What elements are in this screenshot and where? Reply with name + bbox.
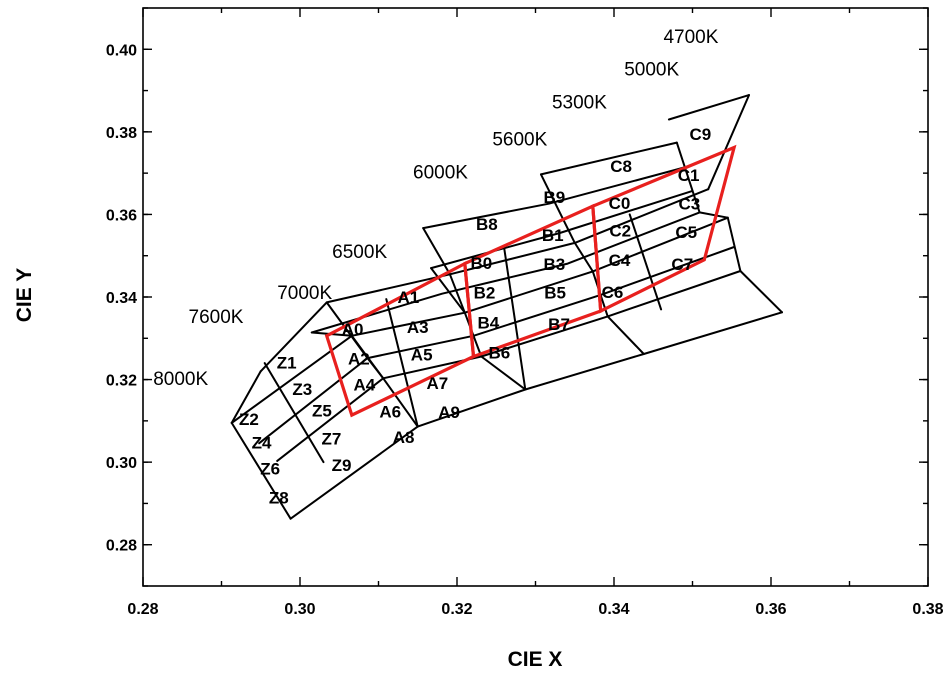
bin-label: B3 — [543, 255, 565, 274]
bin-label: Z3 — [292, 380, 312, 399]
bin-label: Z1 — [277, 353, 297, 372]
bin-label: Z9 — [332, 456, 352, 475]
cct-label: 5300K — [552, 92, 607, 113]
bin-label: C1 — [678, 166, 700, 185]
bin-grid-col-line — [707, 94, 750, 191]
bin-label: A3 — [407, 318, 429, 337]
y-tick-label: 0.40 — [106, 42, 137, 59]
tick-labels: 0.28 0.30 0.32 0.34 0.36 0.38 0.28 0.30 0.32 0.34… — [106, 42, 944, 618]
bin-grid-col-line — [628, 213, 663, 311]
bin-grid-col-line — [675, 141, 783, 314]
bin-label: C7 — [671, 255, 693, 274]
x-tick-label: 0.32 — [441, 601, 472, 618]
y-tick-label: 0.38 — [106, 125, 137, 142]
plot-frame — [142, 7, 929, 587]
x-tick-label: 0.28 — [127, 601, 158, 618]
bin-label: C8 — [610, 157, 632, 176]
bin-label: Z2 — [239, 410, 259, 429]
bin-label: B2 — [474, 284, 496, 303]
bin-labels: Z1 Z3 Z2 Z5 Z4 Z7 Z6 Z9 Z8 A0 A1 A2 A3 A4 A5 A6 A7 A8 A9 B8… — [239, 125, 711, 507]
y-tick-label: 0.36 — [106, 207, 137, 224]
cct-label: 5600K — [492, 129, 547, 150]
x-tick-label: 0.34 — [598, 601, 629, 618]
bin-label: A8 — [393, 428, 415, 447]
red-bin-outline — [591, 144, 737, 314]
bin-label: A5 — [411, 346, 433, 365]
bin-grid-col-line — [325, 301, 385, 380]
bin-label: B0 — [470, 254, 492, 273]
cct-label: 7000K — [277, 283, 332, 304]
bin-label: A6 — [379, 403, 401, 422]
bin-grid-row-line — [667, 94, 750, 121]
bin-label: A0 — [342, 320, 364, 339]
x-axis-title: CIE X — [508, 648, 563, 671]
bin-label: B7 — [548, 315, 570, 334]
bin-label: C6 — [602, 283, 624, 302]
bin-label: B1 — [542, 226, 564, 245]
bin-label: Z6 — [260, 460, 280, 479]
bin-label: C5 — [675, 223, 697, 242]
cct-label: 6500K — [332, 242, 387, 263]
bin-label: Z7 — [321, 429, 341, 448]
bin-label: A2 — [348, 350, 370, 369]
y-tick-label: 0.34 — [106, 290, 137, 307]
bin-grid-row-line — [422, 166, 686, 230]
y-tick-label: 0.30 — [106, 455, 137, 472]
y-tick-label: 0.32 — [106, 373, 137, 390]
bin-label: B6 — [489, 344, 511, 363]
axis-ticks — [142, 7, 929, 587]
y-axis-title: CIE Y — [13, 268, 36, 322]
bin-label: C9 — [689, 125, 711, 144]
cct-label: 5000K — [624, 59, 679, 80]
bin-label: C0 — [609, 194, 631, 213]
cct-label: 8000K — [153, 369, 208, 390]
bin-label: C2 — [609, 221, 631, 240]
highlighted-bins — [324, 144, 737, 418]
bin-label: B4 — [478, 313, 500, 332]
bin-grid-col-line — [385, 298, 419, 428]
bin-label: A9 — [438, 403, 460, 422]
bin-grid-row-line — [310, 211, 701, 334]
cct-label: 4700K — [663, 27, 718, 48]
bin-grid-col-line — [230, 421, 292, 520]
bin-label: C3 — [678, 194, 700, 213]
bin-label: B5 — [544, 284, 566, 303]
y-tick-label: 0.28 — [106, 538, 137, 555]
bin-grid-row-line — [540, 141, 678, 176]
bin-label: Z8 — [269, 488, 289, 507]
bin-label: Z5 — [312, 402, 332, 421]
bin-label: A4 — [354, 376, 376, 395]
x-tick-label: 0.30 — [284, 601, 315, 618]
bin-grid-col-line — [422, 227, 466, 314]
bin-grid-col-line — [263, 362, 325, 464]
x-tick-label: 0.38 — [912, 601, 943, 618]
bin-grid-row-line — [430, 189, 694, 270]
bin-label: C4 — [609, 251, 631, 270]
cct-label: 7600K — [189, 307, 244, 328]
bin-label: A1 — [397, 288, 419, 307]
bin-label: A7 — [427, 374, 449, 393]
bin-label: B9 — [543, 188, 565, 207]
bin-grid-row-line — [289, 311, 783, 520]
bin-label: Z4 — [252, 434, 272, 453]
bin-grid-col-line — [230, 370, 262, 424]
cct-label: 6000K — [413, 163, 468, 184]
bin-grid — [230, 94, 783, 520]
bin-label: B8 — [476, 215, 498, 234]
x-tick-label: 0.36 — [755, 601, 786, 618]
bin-grid-col-line — [503, 246, 527, 391]
